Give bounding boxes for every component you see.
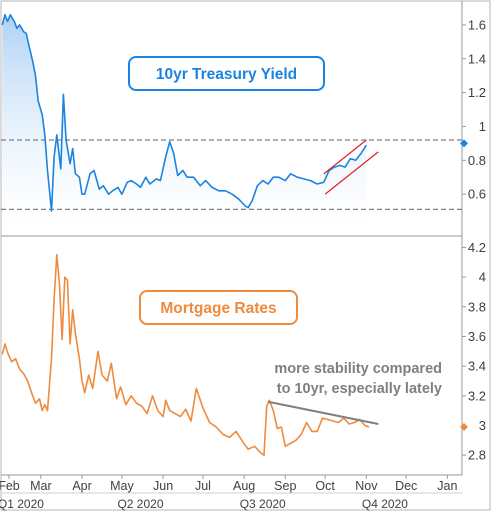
mortgage-y-tick-label: 3	[479, 418, 486, 433]
x-month-label: Jun	[153, 479, 173, 493]
mortgage-y-tick-label: 4	[479, 270, 486, 285]
treasury-y-tick-label: 1.4	[468, 51, 486, 66]
x-month-label: Nov	[355, 479, 378, 493]
treasury-title: 10yr Treasury Yield	[156, 66, 297, 83]
x-month-label: Jul	[195, 479, 211, 493]
mortgage-y-tick-label: 3.6	[468, 329, 486, 344]
annotation-line-1: more stability compared	[274, 361, 442, 377]
x-quarter-label: Q2 2020	[117, 497, 163, 511]
mortgage-title: Mortgage Rates	[160, 300, 276, 317]
x-month-label: Dec	[395, 479, 417, 493]
mortgage-y-tick-label: 3.2	[468, 388, 486, 403]
mortgage-y-tick-label: 3.8	[468, 299, 486, 314]
mortgage-y-tick-label: 2.8	[468, 448, 486, 463]
channel-upper-line	[323, 139, 367, 175]
treasury-y-tick-label: 0.8	[468, 153, 486, 168]
x-month-label: May	[110, 479, 134, 493]
x-month-label: Oct	[315, 479, 335, 493]
treasury-yield-line	[1, 14, 367, 212]
x-axis-month-ticks: Feb Mar Apr May Jun Jul Aug Sep Oct Nov Dec Jan	[0, 475, 458, 493]
treasury-current-value-marker	[460, 139, 468, 148]
treasury-title-box	[128, 56, 325, 91]
mortgage-trend-line	[267, 400, 379, 425]
channel-lower-line	[324, 151, 379, 195]
annotation-line-2: to 10yr, especially lately	[277, 381, 442, 397]
x-month-label: Aug	[233, 479, 255, 493]
treasury-yield-panel: 0.6 0.8 1 1.2 1.4 1.6 10yr Treasury Yield	[1, 14, 486, 228]
treasury-y-tick-label: 0.6	[468, 187, 486, 202]
x-quarter-label: Q1 2020	[0, 497, 44, 511]
x-month-label: Sep	[274, 479, 296, 493]
x-axis-quarter-labels: Q1 2020 Q2 2020 Q3 2020 Q4 2020	[0, 497, 408, 511]
treasury-y-tick-label: 1.6	[468, 17, 486, 32]
treasury-y-axis-ticks: 0.6 0.8 1 1.2 1.4 1.6	[462, 17, 486, 202]
x-month-label: Mar	[30, 479, 52, 493]
treasury-y-tick-label: 1	[479, 119, 486, 134]
x-quarter-label: Q4 2020	[362, 497, 408, 511]
x-month-label: Jan	[437, 479, 457, 493]
treasury-y-tick-label: 1.2	[468, 85, 486, 100]
x-month-label: Apr	[72, 479, 91, 493]
mortgage-title-box	[139, 290, 298, 325]
x-month-label: Feb	[0, 479, 20, 493]
mortgage-y-axis-ticks: 2.8 3 3.2 3.4 3.6 3.8 4 4.2	[462, 240, 486, 463]
treasury-yield-area	[2, 14, 367, 228]
mortgage-rates-panel: 2.8 3 3.2 3.4 3.6 3.8 4 4.2 Mortgage Rates more…	[1, 240, 486, 463]
mortgage-current-value-marker	[460, 422, 468, 431]
mortgage-y-tick-label: 4.2	[468, 240, 486, 255]
mortgage-y-tick-label: 3.4	[468, 359, 486, 374]
x-quarter-label: Q3 2020	[240, 497, 286, 511]
mortgage-rates-line	[1, 254, 370, 456]
